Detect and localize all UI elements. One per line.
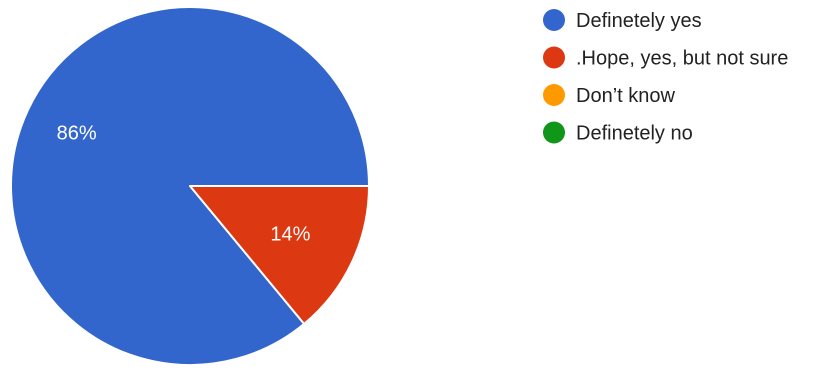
- slice-label-0: 86%: [57, 123, 97, 145]
- legend-item-1: .Hope, yes, but not sure: [543, 46, 788, 70]
- legend-item-2: Don’t know: [543, 84, 675, 107]
- legend-marker-1: [543, 46, 565, 69]
- pie-slices: [10, 6, 370, 366]
- slice-label-1: 14%: [270, 223, 310, 245]
- legend-item-0: Definetely yes: [543, 9, 702, 32]
- pie-slice-labels: 86% 14%: [57, 123, 311, 246]
- legend-marker-3: [543, 121, 565, 144]
- legend-label-0: Definetely yes: [576, 10, 702, 32]
- legend-marker-2: [543, 84, 565, 106]
- legend-label-1: .Hope, yes, but not sure: [576, 48, 788, 70]
- legend-label-2: Don’t know: [576, 85, 675, 107]
- pie-slice-0: [10, 6, 370, 366]
- legend-marker-0: [543, 9, 565, 31]
- legend-label-3: Definetely no: [576, 123, 693, 145]
- pie-slice-1: [189, 185, 370, 325]
- legend: Definetely yes .Hope, yes, but not sure Do…: [543, 9, 788, 145]
- legend-item-3: Definetely no: [543, 121, 693, 145]
